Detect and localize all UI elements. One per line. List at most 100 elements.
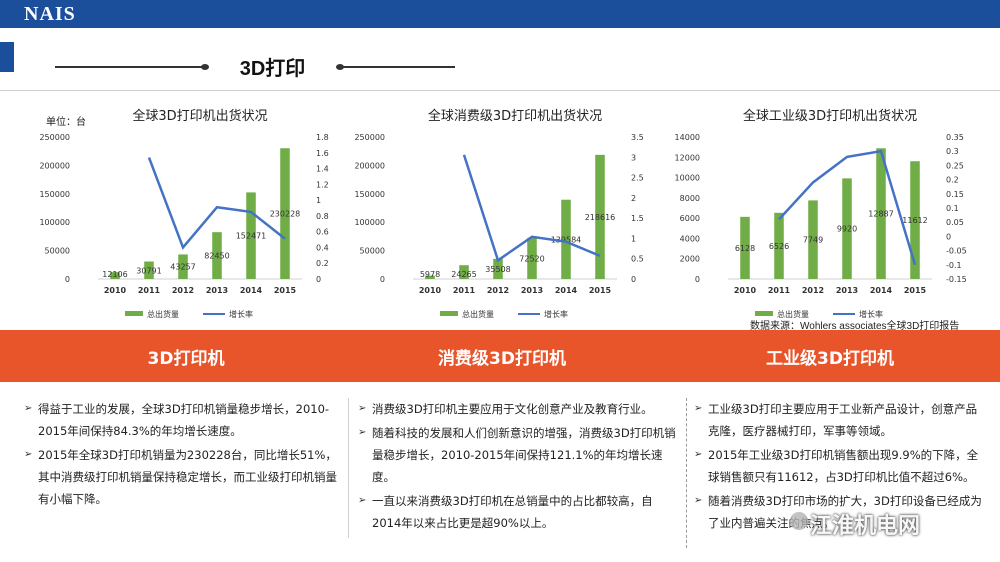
title-line-left (55, 64, 209, 70)
x-tick-label: 2011 (453, 286, 476, 295)
bullet-item: 消费级3D打印机主要应用于文化创意产业及教育行业。 (358, 398, 676, 420)
x-tick-label: 2012 (487, 286, 509, 295)
y2-tick-label: 1.8 (316, 133, 329, 142)
band-label-industrial: 工业级3D打印机 (766, 349, 894, 369)
bar-value-label: 230228 (270, 210, 301, 219)
bar-2014 (876, 148, 886, 279)
x-tick-label: 2011 (138, 286, 161, 295)
column-consumer: 消费级3D打印机主要应用于文化创意产业及教育行业。 随着科技的发展和人们创新意识… (358, 398, 676, 536)
y-tick-label: 150000 (40, 190, 70, 199)
y-tick-label: 6000 (680, 214, 700, 223)
y-tick-label: 100000 (40, 218, 70, 227)
header-divider (0, 90, 1000, 91)
y-tick-label: 250000 (355, 133, 385, 142)
unit-label: 单位：台 (46, 115, 86, 128)
y2-tick-label: 3 (631, 153, 636, 162)
legend-label-bar: 总出货量 (777, 309, 809, 319)
chart-title: 全球工业级3D打印机出货状况 (743, 108, 917, 124)
legend-label-line: 增长率 (229, 309, 253, 319)
bar-2012 (178, 254, 188, 279)
y-tick-label: 250000 (40, 133, 70, 142)
y-tick-label: 200000 (355, 161, 385, 170)
bar-value-label: 6526 (769, 242, 789, 251)
x-tick-label: 2012 (802, 286, 824, 295)
nais-logo: NAIS (24, 3, 76, 25)
bar-2012 (493, 258, 503, 279)
legend-label-line: 增长率 (859, 309, 883, 319)
y2-tick-label: 2.5 (631, 174, 644, 183)
bar-value-label: 139584 (551, 235, 582, 244)
y2-tick-label: 0 (316, 275, 321, 284)
charts-area: 全球3D打印机出货状况 单位：台 0 50000 100000 150000 200000 2… (0, 92, 1000, 328)
category-band (0, 330, 1000, 382)
bullet-item: 随着科技的发展和人们创新意识的增强，消费级3D打印机销量稳步增长，2010-20… (358, 422, 676, 488)
y2-tick-label: 0.3 (946, 147, 959, 156)
y-tick-label: 0 (380, 275, 385, 284)
growth-rate-line (778, 149, 917, 266)
bar-value-label: 7749 (803, 236, 823, 245)
y2-tick-label: 0.5 (631, 255, 644, 264)
y2-tick-label: 1.6 (316, 149, 329, 158)
bar-2015 (595, 154, 605, 279)
y-tick-label: 10000 (675, 174, 700, 183)
x-tick-label: 2011 (768, 286, 791, 295)
y-tick-label: 100000 (355, 218, 385, 227)
y2-tick-label: 0.6 (316, 228, 329, 237)
chart-consumer-shipments: 全球消费级3D打印机出货状况05000010000015000020000025… (355, 108, 644, 319)
bar-2012 (808, 200, 818, 279)
watermark: 江淮机电网 (810, 514, 921, 539)
x-tick-label: 2013 (521, 286, 543, 295)
bar-2014 (246, 192, 256, 279)
data-source-note: 数据来源：Wohlers associates全球3D打印报告 (750, 321, 960, 332)
x-tick-label: 2013 (836, 286, 858, 295)
bullet-item: 工业级3D打印主要应用于工业新产品设计，创意产品克隆，医疗器械打印，军事等领域。 (694, 398, 984, 442)
y2-tick-label: 0.35 (946, 133, 964, 142)
bar-2010 (740, 216, 750, 279)
y2-tick-label: 1 (316, 196, 321, 205)
legend-label-bar: 总出货量 (462, 309, 494, 319)
y2-tick-label: 1 (631, 234, 636, 243)
x-tick-label: 2014 (870, 286, 893, 295)
bar-value-label: 30791 (136, 266, 161, 275)
bar-2011 (459, 265, 469, 279)
bar-value-label: 72520 (519, 254, 544, 263)
y2-tick-label: 0.8 (316, 212, 329, 221)
legend-swatch-bar (440, 311, 458, 316)
bar-2013 (527, 237, 537, 279)
y-tick-label: 0 (695, 275, 700, 284)
chart-title: 全球3D打印机出货状况 (132, 108, 267, 124)
chart-global-shipments: 全球3D打印机出货状况 单位：台 0 50000 100000 150000 200000 2… (40, 108, 329, 319)
y-tick-label: 50000 (45, 247, 70, 256)
y-tick-label: 0 (65, 275, 70, 284)
title-line-right (336, 64, 455, 70)
bar-value-label: 12887 (868, 210, 893, 219)
legend-swatch-bar (755, 311, 773, 316)
y-tick-label: 14000 (675, 133, 700, 142)
y-tick-label: 150000 (355, 190, 385, 199)
column-divider-dashed (686, 398, 687, 548)
bar-2011 (774, 212, 784, 279)
accent-block (0, 42, 14, 72)
y2-tick-label: 0 (631, 275, 636, 284)
y-tick-label: 2000 (680, 255, 700, 264)
bullet-item: 得益于工业的发展，全球3D打印机销量稳步增长，2010-2015年间保持84.3… (24, 398, 342, 442)
bar-2013 (212, 232, 222, 279)
y2-tick-label: 0.4 (316, 243, 329, 252)
bullet-item: 一直以来消费级3D打印机在总销量中的占比都较高，自2014年以来占比更是超90%… (358, 490, 676, 534)
y-tick-label: 50000 (360, 247, 385, 256)
bar-value-label: 5978 (420, 270, 440, 279)
column-divider (348, 398, 349, 538)
y2-tick-label: -0.1 (946, 261, 962, 270)
y2-tick-label: 0.1 (946, 204, 959, 213)
y-tick-label: 200000 (40, 161, 70, 170)
x-tick-label: 2010 (104, 286, 127, 295)
y2-tick-label: 0.05 (946, 218, 964, 227)
x-tick-label: 2010 (419, 286, 442, 295)
wechat-icon (790, 512, 808, 530)
chart-industrial-shipments: 全球工业级3D打印机出货状况 0 2000 4000 6000 8000 10000 1200… (675, 108, 967, 319)
x-tick-label: 2012 (172, 286, 194, 295)
x-tick-label: 2015 (274, 286, 297, 295)
bar-2010 (110, 272, 120, 279)
bullet-item: 2015年工业级3D打印机销售额出现9.9%的下降，全球销售额只有11612，占… (694, 444, 984, 488)
bar-2015 (910, 161, 920, 279)
